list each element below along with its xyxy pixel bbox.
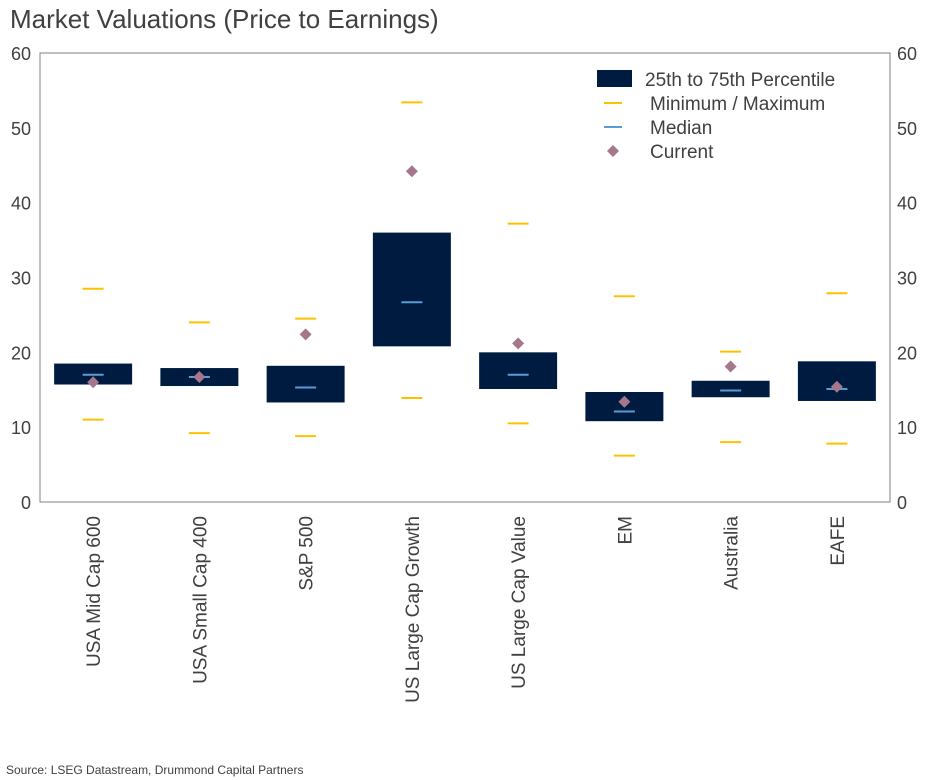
y-left-tick-label: 20 <box>11 343 31 363</box>
category-label: S&P 500 <box>297 516 318 591</box>
category-label: USA Mid Cap 600 <box>84 516 105 667</box>
legend-box-swatch <box>597 70 632 87</box>
current-marker <box>618 395 631 408</box>
y-right-tick-label: 50 <box>897 119 917 139</box>
legend-label: Median <box>650 118 712 139</box>
y-left-tick-label: 40 <box>11 194 31 214</box>
x-axis-category-labels: USA Mid Cap 600 USA Small Cap 400 S&P 500 U… <box>84 516 849 703</box>
y-left-tick-label: 30 <box>11 269 31 289</box>
legend-label: 25th to 75th Percentile <box>645 70 835 91</box>
y-right-tick-label: 60 <box>897 44 917 64</box>
current-marker <box>512 337 525 350</box>
percentile-box <box>266 365 345 403</box>
percentile-box <box>479 352 558 390</box>
percentile-box <box>691 380 770 398</box>
y-right-tick-label: 40 <box>897 194 917 214</box>
category-label: EAFE <box>828 516 849 566</box>
y-right-tick-label: 30 <box>897 269 917 289</box>
category-label: USA Small Cap 400 <box>190 516 211 684</box>
y-axis-left: 0 10 20 30 40 50 60 <box>11 44 31 513</box>
chart-title: Market Valuations (Price to Earnings) <box>10 4 439 34</box>
plot-area-frame <box>39 52 891 503</box>
y-left-tick-label: 0 <box>21 493 31 513</box>
current-marker <box>299 328 312 341</box>
legend-label: Current <box>650 142 714 163</box>
percentile-boxes <box>54 232 876 422</box>
current-markers <box>87 165 843 408</box>
legend-current-swatch <box>607 145 619 157</box>
y-right-tick-label: 0 <box>897 493 907 513</box>
current-marker <box>724 360 737 373</box>
current-marker <box>87 376 100 389</box>
category-label: US Large Cap Value <box>509 516 530 689</box>
median-markers <box>82 301 848 413</box>
y-left-tick-label: 10 <box>11 418 31 438</box>
y-left-tick-label: 50 <box>11 119 31 139</box>
category-label: EM <box>615 516 636 545</box>
percentile-box <box>372 232 451 347</box>
y-right-tick-label: 10 <box>897 418 917 438</box>
current-marker <box>405 165 418 178</box>
category-label: Australia <box>722 516 743 590</box>
current-marker <box>830 380 843 393</box>
category-label: US Large Cap Growth <box>403 516 424 703</box>
y-left-tick-label: 60 <box>11 44 31 64</box>
y-right-tick-label: 20 <box>897 343 917 363</box>
chart-legend: 25th to 75th Percentile Minimum / Maximum… <box>597 70 835 163</box>
current-marker <box>193 371 206 384</box>
min-max-markers <box>82 101 848 457</box>
source-note: Source: LSEG Datastream, Drummond Capita… <box>6 763 304 777</box>
y-axis-right: 0 10 20 30 40 50 60 <box>897 44 917 513</box>
legend-label: Minimum / Maximum <box>650 94 825 115</box>
